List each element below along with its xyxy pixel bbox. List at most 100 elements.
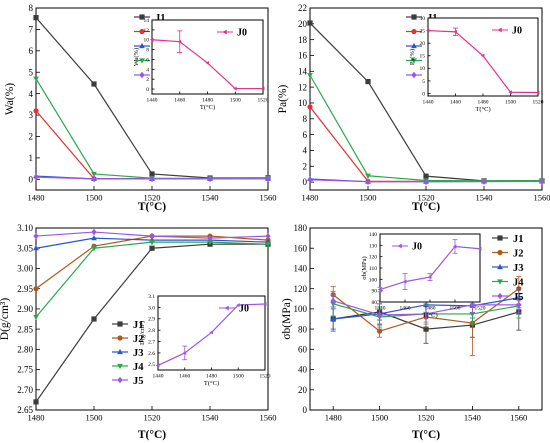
- data-point-J5: [423, 310, 429, 318]
- legend-label: J1: [133, 320, 144, 331]
- legend-label: J2: [513, 248, 524, 259]
- data-point-J5: [516, 301, 522, 309]
- x-axis-label: T(°C): [138, 429, 166, 441]
- x-tick-label: 1480: [325, 413, 342, 423]
- y-tick-label: 100: [369, 277, 378, 283]
- y-tick-label: 2.80: [17, 344, 33, 354]
- y-tick-label: 40: [298, 365, 308, 375]
- inset-chart: 1440 1460 1480 1500 1520051015202530T(°C)Pa(…: [409, 16, 544, 113]
- legend-marker: [117, 363, 123, 370]
- data-point-J5: [149, 175, 155, 183]
- y-tick-label: 2.90: [17, 304, 33, 314]
- inset-legend-label: J0: [239, 304, 249, 315]
- inset-chart: 1440 1460 1480 1500 1520 80 90 100 110 120 130 140 T…: [361, 232, 486, 319]
- y-tick-label: 10: [144, 38, 150, 44]
- data-point-J4: [33, 76, 39, 82]
- y-tick-label: 3.05: [17, 243, 33, 253]
- data-point-J5: [33, 232, 39, 240]
- y-tick-label: 6: [146, 57, 149, 63]
- x-tick-label: 1540: [202, 193, 219, 203]
- y-tick-label: 140: [369, 232, 378, 238]
- x-tick-label: 1500: [230, 98, 241, 104]
- legend-marker: [139, 58, 145, 64]
- y-tick-label: 22: [298, 3, 307, 13]
- legend-marker: [139, 71, 145, 79]
- x-tick-label: 1500: [450, 306, 461, 312]
- inset-legend-marker: [222, 29, 227, 35]
- x-tick-label: 1520: [533, 100, 544, 106]
- y-tick-label: 4: [29, 89, 34, 99]
- y-tick-label: 2.70: [17, 385, 33, 395]
- y-axis-label: σb(MPa): [281, 298, 293, 340]
- data-point-J1: [33, 15, 39, 21]
- x-tick-label: 1520: [144, 193, 161, 203]
- y-tick-label: 0: [303, 405, 308, 415]
- data-point-J5: [330, 297, 336, 305]
- y-tick-label: 4: [303, 146, 308, 156]
- inset-legend-marker: [497, 27, 502, 33]
- x-tick-label: 1560: [510, 413, 527, 423]
- data-point-J5: [265, 232, 271, 240]
- x-tick-label: 1520: [418, 193, 435, 203]
- y-tick-label: 14: [144, 18, 150, 24]
- y-tick-label: 2.85: [17, 324, 33, 334]
- data-point-J2: [33, 286, 39, 292]
- y-tick-label: 12: [144, 28, 150, 34]
- y-tick-label: 5: [422, 79, 425, 85]
- y-axis-label: D(g/cm³): [0, 298, 11, 341]
- data-point-J5: [307, 176, 313, 183]
- y-tick-label: 2: [303, 161, 308, 171]
- data-point-J0: [508, 90, 512, 95]
- data-point-J1: [365, 78, 371, 85]
- data-point-J1: [423, 173, 429, 179]
- panel-4: 1480 1500 1520 1540 1560 0 20 40 60 80 100 120 140 16…: [281, 223, 543, 441]
- x-axis-label: T(°C): [412, 429, 440, 441]
- data-point-J0: [480, 53, 485, 58]
- y-tick-label: 60: [298, 344, 308, 354]
- legend-label: J3: [513, 263, 524, 274]
- y-tick-label: 8: [29, 3, 34, 13]
- x-tick-label: 1520: [260, 374, 271, 380]
- y-tick-label: 3: [29, 110, 34, 120]
- inset-x-axis-label: T(°C): [200, 104, 215, 111]
- legend-marker: [117, 321, 123, 327]
- data-point-J0: [377, 287, 382, 292]
- y-tick-label: 2.5: [148, 362, 155, 368]
- legend-label: J2: [133, 334, 144, 345]
- y-tick-label: 6: [29, 46, 34, 56]
- x-tick-label: 1520: [144, 413, 161, 423]
- y-tick-label: 20: [420, 41, 426, 47]
- data-point-J0: [453, 29, 457, 34]
- inset-chart: 1440 1460 1480 1500 1520 0 2 4 6 8 10 12 14 T(°C) Wa(%…: [133, 18, 269, 111]
- x-tick-label: 1560: [260, 413, 277, 423]
- data-point-J1: [33, 399, 39, 405]
- y-tick-label: 15: [420, 54, 426, 60]
- y-tick-label: 10: [298, 98, 308, 108]
- data-point-J0: [477, 246, 482, 251]
- inset-y-axis-label: Wa(%): [133, 48, 140, 66]
- legend-marker: [411, 14, 417, 20]
- data-point-J5: [91, 228, 97, 236]
- panel-1: 1480 1500 1520 1540 1560012345678T(°C)Wa(%)J…: [4, 3, 277, 213]
- panel-3: 1480 1500 1520 1540 1560 2.65 2.70 2.75 2.80 2.85…: [0, 223, 277, 441]
- x-tick-label: 1460: [174, 98, 185, 104]
- inset-chart: 1440 1460 1480 1500 1520 2.5 2.6 2.7 2.8 2.9 3.0 3.…: [139, 294, 271, 387]
- data-point-J0: [182, 350, 187, 355]
- x-tick-label: 1520: [475, 306, 486, 312]
- x-tick-label: 1520: [258, 98, 269, 104]
- x-tick-label: 1480: [478, 100, 489, 106]
- y-tick-label: 0: [303, 177, 308, 187]
- inset-x-axis-label: T(°C): [422, 312, 437, 319]
- legend-marker: [411, 28, 417, 35]
- legend-marker: [117, 335, 123, 341]
- data-point-J0: [233, 86, 237, 91]
- y-tick-label: 3.0: [148, 305, 155, 311]
- y-tick-label: 4: [146, 67, 149, 73]
- data-point-J0: [177, 39, 182, 44]
- data-point-J5: [539, 178, 545, 185]
- y-tick-label: 140: [294, 264, 308, 274]
- legend-marker: [139, 42, 145, 49]
- data-point-J0: [149, 37, 154, 42]
- data-point-J1: [149, 245, 155, 251]
